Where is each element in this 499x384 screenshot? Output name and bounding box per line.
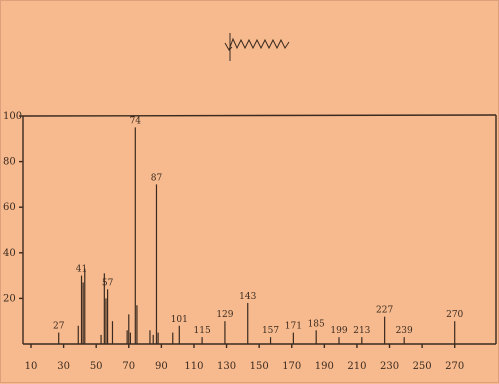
x-tick-label: 170 (282, 361, 301, 372)
x-tick-label: 190 (315, 361, 334, 372)
top-100-line (22, 114, 497, 117)
x-tick-label: 130 (217, 361, 236, 372)
y-tick-label: 40 (3, 248, 16, 259)
peak-label-87: 87 (151, 173, 163, 183)
x-tick-label: 110 (184, 361, 203, 372)
y-tick-label: 20 (3, 293, 16, 304)
x-ticks: 10 30 50 70 90 110 130 150 170 190 210 230 250 270 (25, 344, 464, 372)
peak-label-213: 213 (353, 326, 370, 336)
y-tick-label: 100 (3, 111, 22, 122)
x-tick-label: 50 (90, 361, 103, 372)
x-tick-label: 90 (155, 361, 168, 372)
peak-label-143: 143 (239, 292, 256, 302)
peaks (58, 127, 456, 344)
peak-label-115: 115 (194, 326, 211, 336)
x-tick-label: 30 (57, 361, 70, 372)
peak-label-101: 101 (171, 315, 188, 325)
x-tick-label: 150 (250, 361, 269, 372)
peak-labels: 27 41 57 74 87 101 115 129 143 157 171 185 199 213 227… (53, 116, 464, 336)
peak-label-57: 57 (102, 278, 114, 288)
x-tick-label: 70 (122, 361, 135, 372)
molecule-structure-drawing (224, 33, 290, 61)
x-tick-label: 230 (380, 361, 399, 372)
x-tick-label: 10 (25, 361, 38, 372)
peak-label-41: 41 (76, 265, 87, 275)
peak-label-74: 74 (130, 116, 142, 126)
x-tick-label: 210 (347, 361, 366, 372)
peak-label-239: 239 (396, 326, 413, 336)
y-ticks: 20 40 60 80 100 (3, 111, 23, 304)
peak-label-199: 199 (330, 326, 347, 336)
structure-chain (224, 37, 290, 52)
peak-label-227: 227 (376, 306, 393, 316)
axes (22, 114, 497, 345)
peak-label-27: 27 (53, 322, 65, 332)
peak-label-185: 185 (308, 319, 325, 329)
peak-label-129: 129 (216, 310, 233, 320)
peak-label-157: 157 (262, 326, 279, 336)
x-tick-label: 250 (413, 361, 432, 372)
structure-bond (228, 46, 233, 51)
peak-label-171: 171 (285, 322, 302, 332)
y-tick-label: 80 (3, 157, 16, 168)
x-tick-label: 270 (445, 361, 464, 372)
y-tick-label: 60 (3, 202, 16, 213)
peak-label-270: 270 (446, 310, 463, 320)
